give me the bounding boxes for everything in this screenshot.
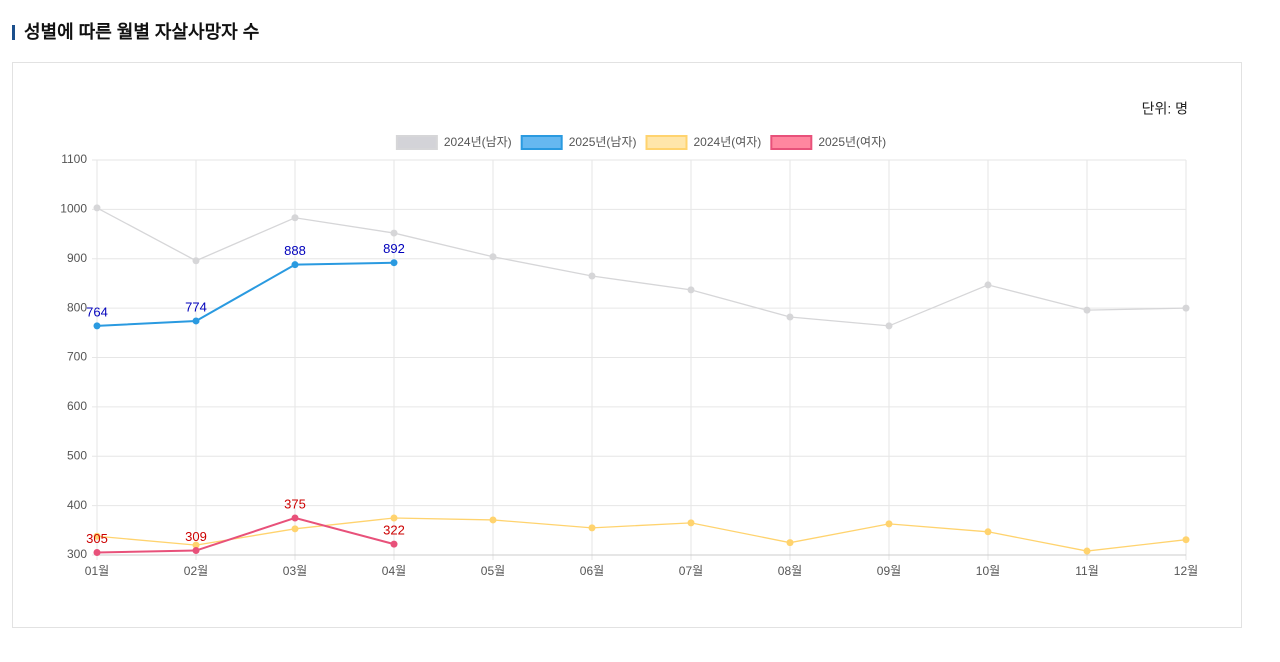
- data-point: [1182, 536, 1190, 544]
- y-tick-label: 900: [67, 251, 87, 265]
- x-tick-label: 11월: [1075, 564, 1099, 578]
- x-tick-label: 12월: [1174, 564, 1198, 578]
- series-line: [96, 516, 395, 554]
- data-point: [885, 520, 893, 528]
- data-point: [93, 322, 101, 330]
- x-tick-label: 06월: [580, 564, 604, 578]
- data-point: [291, 525, 299, 533]
- unit-label: 단위: 명: [1142, 101, 1188, 117]
- y-tick-label: 1100: [61, 152, 87, 166]
- x-tick-label: 10월: [976, 564, 1000, 578]
- data-point: [93, 532, 101, 540]
- data-point: [93, 549, 101, 557]
- series-line: [96, 207, 1187, 327]
- x-tick-label: 03월: [283, 564, 307, 578]
- data-point: [588, 272, 596, 280]
- data-point: [390, 540, 398, 548]
- data-label: 305: [86, 531, 108, 546]
- data-label: 892: [383, 241, 405, 256]
- data-point: [687, 286, 695, 294]
- x-tick-label: 02월: [184, 564, 208, 578]
- data-point: [687, 519, 695, 527]
- data-label: 888: [284, 243, 306, 258]
- data-point: [390, 514, 398, 522]
- data-point: [1083, 547, 1091, 555]
- legend-label: 2025년(여자): [818, 135, 886, 149]
- series-line: [96, 517, 1187, 552]
- data-label: 764: [86, 304, 108, 319]
- data-point: [786, 539, 794, 547]
- data-point: [1182, 304, 1190, 312]
- x-tick-label: 01월: [85, 564, 109, 578]
- panel: [12, 62, 1242, 628]
- x-tick-label: 08월: [778, 564, 802, 578]
- x-tick-label: 07월: [679, 564, 703, 578]
- x-tick-label: 04월: [382, 564, 406, 578]
- legend-swatch: [645, 135, 688, 150]
- series-line: [96, 261, 395, 327]
- y-tick-label: 500: [67, 448, 87, 462]
- chart-title: 성별에 따른 월별 자살사망자 수: [24, 22, 259, 42]
- data-label: 322: [383, 523, 405, 538]
- data-point: [984, 528, 992, 536]
- y-tick-label: 400: [67, 498, 87, 512]
- data-point: [984, 281, 992, 289]
- data-label: 774: [185, 299, 207, 314]
- data-point: [390, 259, 398, 267]
- data-point: [291, 214, 299, 222]
- legend-swatch: [770, 135, 813, 150]
- data-point: [489, 516, 497, 524]
- data-point: [390, 229, 398, 237]
- legend-swatch: [520, 135, 563, 150]
- title-marker: [12, 25, 15, 40]
- data-point: [192, 257, 200, 265]
- data-point: [291, 261, 299, 269]
- legend-label: 2024년(여자): [694, 135, 762, 149]
- legend-swatch: [395, 135, 438, 150]
- y-tick-label: 800: [67, 300, 87, 314]
- data-point: [588, 524, 596, 532]
- data-point: [291, 514, 299, 522]
- data-label: 309: [185, 529, 207, 544]
- legend-label: 2025년(남자): [569, 135, 637, 149]
- data-point: [1083, 306, 1091, 314]
- data-point: [786, 313, 794, 321]
- x-tick-label: 09월: [877, 564, 901, 578]
- data-label: 375: [284, 496, 306, 511]
- y-tick-label: 300: [67, 547, 87, 561]
- x-tick-label: 05월: [481, 564, 505, 578]
- data-point: [192, 541, 200, 549]
- data-point: [192, 547, 200, 555]
- y-tick-label: 700: [67, 350, 87, 364]
- data-point: [489, 253, 497, 261]
- data-point: [192, 317, 200, 325]
- y-tick-label: 1000: [60, 202, 87, 216]
- data-point: [885, 322, 893, 330]
- data-point: [93, 204, 101, 212]
- legend-label: 2024년(남자): [444, 135, 512, 149]
- y-tick-label: 600: [67, 399, 87, 413]
